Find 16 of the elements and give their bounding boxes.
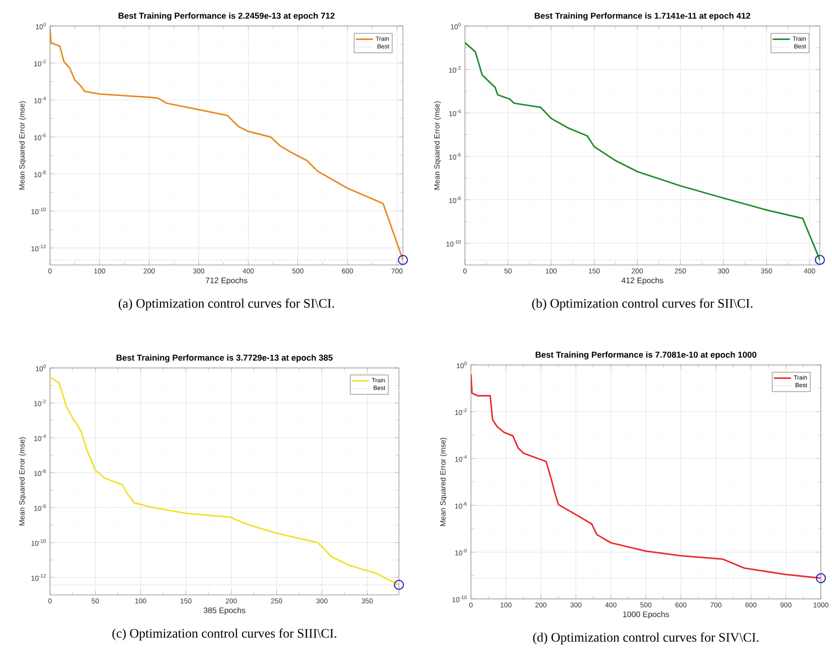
text: (c) Optimization control curves for SIII\CI. (112, 628, 336, 640)
line-series (50, 28, 403, 261)
line-series (50, 376, 399, 586)
chart-title: Best Training Performance is 7.7081e-10 at epoch 1000 (536, 352, 756, 360)
x-axis-title: 385 Epochs (204, 607, 246, 615)
text: (b) Optimization control curves for SII\CI. (532, 298, 752, 310)
line-series (470, 374, 821, 579)
chart-title: Best Training Performance is 3.7729e-13 at epoch 385 (116, 354, 333, 362)
text: (d) Optimization control curves for SIV\CI. (533, 632, 758, 644)
chart-title: Best Training Performance is 1.7141e-11 at epoch 412 (534, 12, 750, 21)
chart-title: Best Training Performance is 2.2459e-13 at epoch 712 (118, 12, 335, 21)
text: (a) Optimization control curves for SI\CI. (118, 298, 334, 310)
x-axis-title: 412 Epochs (621, 277, 664, 285)
x-axis-title: 712 Epochs (206, 277, 248, 285)
line-series (464, 42, 820, 261)
x-axis-title: 1000 Epochs (623, 611, 669, 619)
